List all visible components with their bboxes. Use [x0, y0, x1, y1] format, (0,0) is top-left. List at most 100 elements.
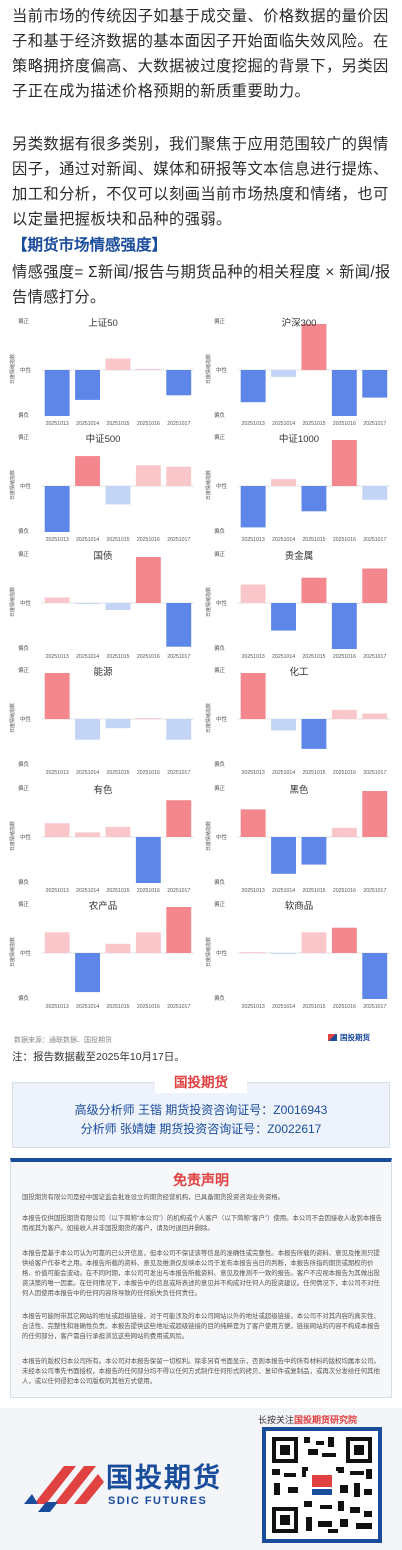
sentiment-chart: 偏正 中性 偏负 日度情绪指数 20251013 20251014 20251015 2025… [8, 664, 198, 782]
y-axis-label: 日度情绪指数 [9, 937, 16, 967]
x-tick-label: 20251014 [272, 1004, 295, 1010]
chart-title: 能源 [93, 667, 113, 678]
brand-name-en: SDIC FUTURES [108, 1495, 208, 1507]
bar [44, 370, 70, 416]
x-tick-label: 20251013 [46, 537, 69, 543]
bar [271, 837, 296, 874]
x-tick-label: 20251016 [333, 770, 356, 776]
bar [166, 370, 192, 396]
chart-title: 软商品 [284, 901, 314, 912]
y-axis-label: 日度情绪指数 [9, 354, 16, 384]
bar [75, 832, 100, 837]
bar [105, 603, 131, 610]
x-tick-label: 20251014 [76, 654, 99, 660]
bar [362, 486, 388, 500]
x-tick-label: 20251014 [272, 537, 295, 543]
y-tick-label: 中性 [216, 482, 228, 490]
bar [271, 370, 296, 377]
bar [331, 603, 357, 649]
x-tick-label: 20251013 [46, 770, 69, 776]
x-tick-label: 20251013 [242, 888, 265, 894]
bar [331, 827, 357, 837]
y-tick-label: 中性 [20, 949, 32, 957]
bar [301, 719, 327, 749]
x-tick-label: 20251016 [137, 537, 160, 543]
x-tick-label: 20251017 [363, 421, 386, 427]
chart-source: 数据来源：通联数据、国投期货 [14, 1037, 112, 1044]
bar [271, 719, 296, 731]
disclaimer-paragraph-5: 本报告的版权归本公司所有。本公司对本报告保留一切权利。除非另有书面显示，否则本报… [22, 1358, 380, 1385]
y-tick-label: 偏正 [18, 550, 30, 558]
bar [105, 358, 131, 370]
sentiment-chart: 偏正 中性 偏负 日度情绪指数 20251013 20251014 20251015 2025… [8, 548, 198, 666]
y-tick-label: 中性 [20, 366, 32, 374]
bar [166, 719, 192, 740]
bar [271, 953, 296, 954]
x-tick-label: 20251015 [302, 654, 325, 660]
x-tick-label: 20251015 [302, 770, 325, 776]
intro-paragraph-2: 另类数据有很多类别，我们聚焦于应用范围较广的舆情因子，通过对新闻、媒体和研报等文… [12, 136, 389, 228]
bar [44, 673, 70, 719]
y-tick-label: 偏负 [214, 527, 226, 535]
bar [105, 486, 131, 505]
bar [301, 486, 327, 512]
y-axis-label: 日度情绪指数 [9, 587, 16, 617]
sentiment-chart: 偏正 中性 偏负 日度情绪指数 20251013 20251014 20251015 2025… [8, 782, 198, 900]
y-tick-label: 偏正 [18, 900, 30, 908]
bar [135, 369, 161, 370]
x-tick-label: 20251015 [106, 421, 129, 427]
x-tick-label: 20251017 [363, 537, 386, 543]
x-tick-label: 20251015 [302, 421, 325, 427]
chart-title: 上证50 [88, 318, 118, 329]
section-title: 【期货市场情感强度】 [12, 237, 168, 254]
y-tick-label: 偏负 [214, 994, 226, 1002]
disclaimer-paragraph-1: 国投期货有限公司是经中国证监会批准设立的期货经营机构，已具备期货投资咨询业务资格… [22, 1194, 285, 1201]
bar [135, 465, 161, 486]
y-tick-label: 中性 [216, 599, 228, 607]
x-tick-label: 20251014 [272, 888, 295, 894]
sentiment-chart: 偏正 中性 偏负 日度情绪指数 20251013 20251014 20251015 2025… [204, 315, 394, 433]
sentiment-chart: 偏正 中性 偏负 日度情绪指数 20251013 20251014 20251015 2025… [8, 431, 198, 549]
y-tick-label: 偏负 [18, 527, 30, 535]
sentiment-chart: 偏正 中性 偏负 日度情绪指数 20251013 20251014 20251015 2025… [204, 548, 394, 666]
x-tick-label: 20251013 [242, 654, 265, 660]
x-tick-label: 20251015 [106, 888, 129, 894]
x-tick-label: 20251013 [46, 421, 69, 427]
y-tick-label: 偏正 [18, 784, 30, 792]
brand-logo-icon [24, 1466, 104, 1512]
bar [240, 809, 266, 837]
y-tick-label: 偏负 [214, 878, 226, 886]
y-tick-label: 偏正 [214, 433, 226, 441]
bar [240, 584, 266, 603]
y-tick-label: 中性 [20, 599, 32, 607]
x-tick-label: 20251016 [137, 421, 160, 427]
x-tick-label: 20251016 [137, 888, 160, 894]
y-tick-label: 偏负 [214, 644, 226, 652]
bar [331, 440, 357, 486]
bar [75, 370, 100, 400]
x-tick-label: 20251015 [106, 1004, 129, 1010]
sentiment-chart: 偏正 中性 偏负 日度情绪指数 20251013 20251014 20251015 2025… [204, 898, 394, 1016]
y-axis-label: 日度情绪指数 [9, 703, 16, 733]
x-tick-label: 20251015 [302, 1004, 325, 1010]
bar [240, 370, 266, 403]
x-tick-label: 20251013 [242, 537, 265, 543]
x-tick-label: 20251016 [333, 537, 356, 543]
bar [301, 837, 327, 865]
bar [44, 823, 70, 837]
x-tick-label: 20251016 [333, 1004, 356, 1010]
sentiment-chart: 偏正 中性 偏负 日度情绪指数 20251013 20251014 20251015 2025… [204, 431, 394, 549]
bar [135, 718, 161, 719]
x-tick-label: 20251017 [167, 421, 190, 427]
chart-title: 有色 [93, 785, 113, 796]
y-axis-label: 日度情绪指数 [205, 354, 212, 384]
bar [331, 370, 357, 416]
x-tick-label: 20251016 [333, 888, 356, 894]
disclaimer-title: 免责声明 [173, 1172, 229, 1188]
x-tick-label: 20251017 [167, 537, 190, 543]
qr-code[interactable] [262, 1427, 382, 1543]
bar [166, 603, 192, 647]
